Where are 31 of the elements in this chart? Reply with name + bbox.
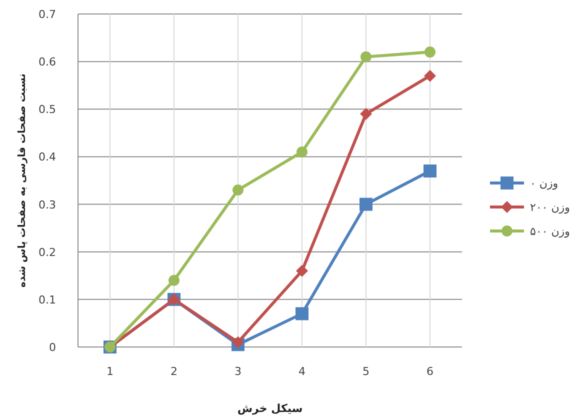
x-tick-label: 6 (426, 365, 434, 378)
x-tick-label: 1 (106, 365, 114, 378)
y-tick-label: 0.7 (38, 8, 56, 21)
legend-label: وزن ۰ (530, 177, 558, 190)
y-tick-label: 0 (49, 341, 56, 354)
x-tick-label: 5 (362, 365, 370, 378)
y-tick-label: 0.2 (38, 246, 56, 259)
x-tick-label: 4 (298, 365, 306, 378)
point (296, 146, 308, 158)
point (232, 184, 244, 196)
y-axis-title: نسبت صفحات فارسی به صفحات پاس شده (17, 74, 28, 288)
y-tick-label: 0.4 (38, 150, 56, 164)
point (360, 198, 372, 211)
point (296, 264, 308, 277)
point (296, 307, 308, 320)
point (360, 51, 372, 62)
legend-label: وزن ۲۰۰ (530, 201, 570, 214)
point (424, 46, 436, 58)
y-tick-label: 0.5 (38, 103, 56, 116)
point (360, 108, 372, 120)
point (424, 164, 436, 178)
y-tick-label: 0.3 (38, 198, 56, 212)
x-tick-label: 3 (234, 365, 242, 378)
legend-label: وزن ۵۰۰ (530, 225, 570, 238)
point (424, 70, 436, 82)
point (232, 336, 244, 348)
point (168, 274, 180, 286)
y-tick-label: 0.6 (38, 56, 56, 69)
x-tick-label: 2 (170, 365, 178, 378)
y-tick-label: 0.1 (38, 293, 56, 306)
x-axis-title: سیکل خرش (237, 402, 303, 415)
